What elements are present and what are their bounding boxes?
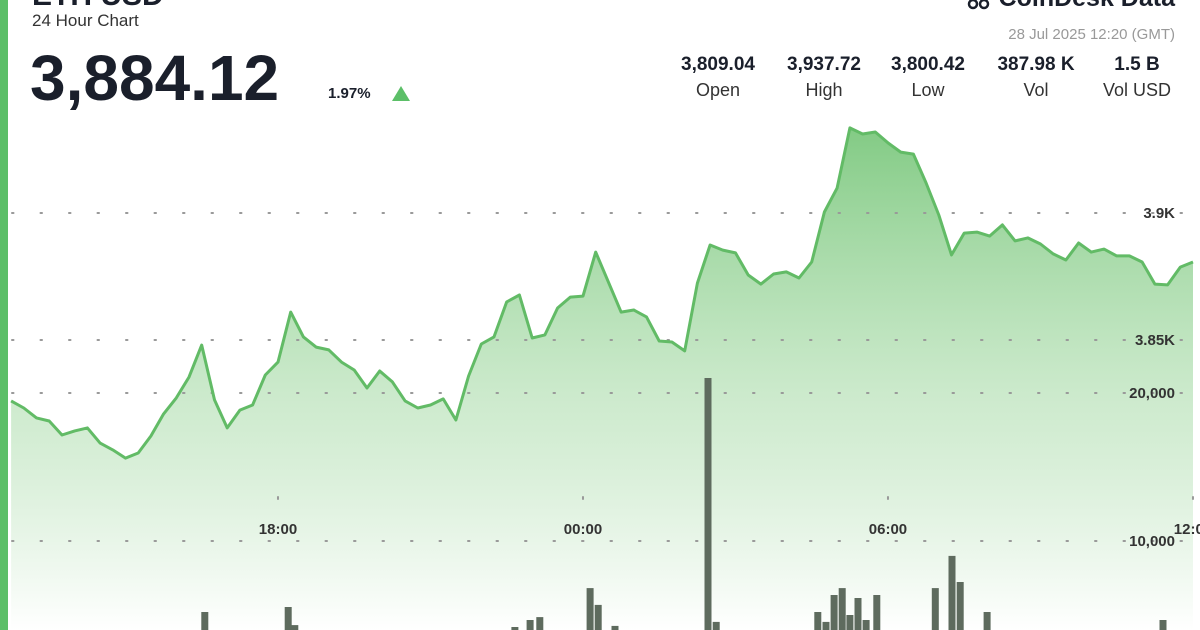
x-tick-label: 18:00 <box>259 521 297 538</box>
stats: 3,809.04 Open 3,937.72 High 3,800.42 Low 387.9… <box>681 54 1171 100</box>
volume-bar <box>586 588 594 630</box>
volume-bar <box>611 625 619 630</box>
y-tick-label: 20,000 <box>1129 385 1175 402</box>
volume-bar <box>526 620 534 630</box>
stat-value: 3,809.04 <box>681 54 755 75</box>
x-tick-label: 00:00 <box>564 521 602 538</box>
stat-label: Vol USD <box>1103 80 1171 100</box>
x-tick-label: 06:00 <box>869 521 907 538</box>
area-fill <box>11 127 1193 630</box>
y-tick-label: 3.9K <box>1143 205 1175 222</box>
source: CoinDesk Data <box>999 0 1177 12</box>
volume-bar <box>594 604 602 630</box>
stat-label: Vol <box>1023 80 1048 100</box>
stat-value: 3,800.42 <box>891 54 965 75</box>
logo-icon <box>967 0 990 10</box>
change: 1.97% <box>328 85 371 102</box>
volume-bar <box>931 588 939 630</box>
volume-bar <box>956 582 964 630</box>
volume-bar <box>822 621 830 630</box>
volume-bar <box>704 378 712 630</box>
plot-area: 3.9K 3.85K 20,000 10,000 18:00 00:00 06:00 12:0… <box>10 126 1200 630</box>
volume-bar <box>291 625 299 630</box>
timestamp: 28 Jul 2025 12:20 (GMT) <box>1008 26 1175 43</box>
volume-bar <box>712 621 720 630</box>
volume-bar <box>201 612 209 630</box>
volume-bar <box>862 620 870 630</box>
volume-bar <box>511 627 519 630</box>
x-tick-label: 12:00 <box>1174 521 1200 538</box>
volume-bar <box>830 595 838 630</box>
price: 3,884.12 <box>30 42 279 114</box>
volume-bar <box>838 588 846 630</box>
y-tick-label: 3.85K <box>1135 332 1175 349</box>
volume-bar <box>854 598 862 630</box>
volume-bar <box>983 612 991 630</box>
stat-label: Low <box>911 80 945 100</box>
y-tick-label: 10,000 <box>1129 533 1175 550</box>
volume-bar <box>846 615 854 630</box>
volume-bar <box>284 607 292 630</box>
subtitle: 24 Hour Chart <box>32 11 139 30</box>
up-arrow <box>392 86 410 101</box>
volume-bar <box>1159 620 1167 630</box>
stat-value: 3,937.72 <box>787 54 861 75</box>
volume-bar <box>536 617 544 630</box>
stat-label: Open <box>696 80 740 100</box>
price-line <box>10 126 1194 460</box>
volume-bar <box>814 612 822 630</box>
volume-bar <box>873 595 881 630</box>
accent-bar <box>0 0 8 630</box>
stat-label: High <box>805 80 842 100</box>
stat-value: 1.5 B <box>1114 54 1159 75</box>
stat-value: 387.98 K <box>997 54 1074 75</box>
volume-bar <box>948 555 956 630</box>
title: ETH USD <box>32 0 164 12</box>
